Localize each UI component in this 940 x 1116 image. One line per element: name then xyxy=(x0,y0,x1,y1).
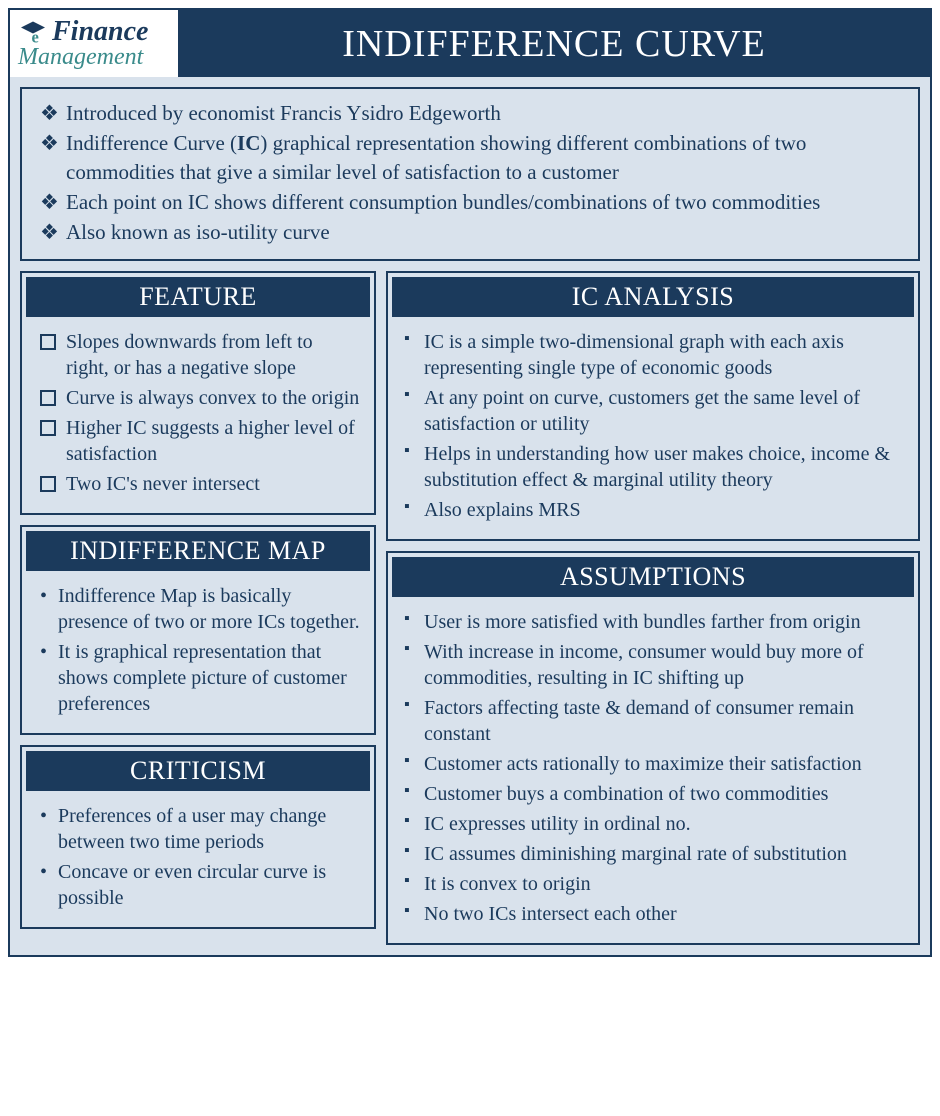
list-item: User is more satisfied with bundles fart… xyxy=(402,609,904,635)
list-item: Factors affecting taste & demand of cons… xyxy=(402,695,904,747)
list-item: Curve is always convex to the origin xyxy=(36,385,360,411)
list-item: IC assumes diminishing marginal rate of … xyxy=(402,841,904,867)
list-item: Preferences of a user may change between… xyxy=(36,803,360,855)
list-item: Customer buys a combination of two commo… xyxy=(402,781,904,807)
list-item: With increase in income, consumer would … xyxy=(402,639,904,691)
list-item: No two ICs intersect each other xyxy=(402,901,904,927)
intro-panel: Introduced by economist Francis Ysidro E… xyxy=(20,87,920,261)
right-column: IC ANALYSIS IC is a simple two-dimension… xyxy=(386,271,920,945)
list-item: Higher IC suggests a higher level of sat… xyxy=(36,415,360,467)
indifference-map-section: INDIFFERENCE MAP Indifference Map is bas… xyxy=(20,525,376,735)
ic-analysis-body: IC is a simple two-dimensional graph wit… xyxy=(388,321,918,539)
feature-header: FEATURE xyxy=(26,277,370,317)
intro-item: Also known as iso-utility curve xyxy=(40,218,900,246)
assumptions-header: ASSUMPTIONS xyxy=(392,557,914,597)
feature-body: Slopes downwards from left to right, or … xyxy=(22,321,374,513)
logo-text-management: Management xyxy=(18,44,170,71)
list-item: It is convex to origin xyxy=(402,871,904,897)
assumptions-section: ASSUMPTIONS User is more satisfied with … xyxy=(386,551,920,945)
list-item: IC expresses utility in ordinal no. xyxy=(402,811,904,837)
criticism-body: Preferences of a user may change between… xyxy=(22,795,374,927)
page-title: INDIFFERENCE CURVE xyxy=(178,10,930,77)
list-item: Customer acts rationally to maximize the… xyxy=(402,751,904,777)
intro-item: Each point on IC shows different consump… xyxy=(40,188,900,216)
criticism-header: CRITICISM xyxy=(26,751,370,791)
indifference-map-body: Indifference Map is basically presence o… xyxy=(22,575,374,733)
header-row: e Finance Management INDIFFERENCE CURVE xyxy=(10,10,930,77)
list-item: Two IC's never intersect xyxy=(36,471,360,497)
list-item: IC is a simple two-dimensional graph wit… xyxy=(402,329,904,381)
infographic-wrapper: e Finance Management INDIFFERENCE CURVE … xyxy=(8,8,932,957)
list-item: Also explains MRS xyxy=(402,497,904,523)
indifference-map-header: INDIFFERENCE MAP xyxy=(26,531,370,571)
list-item: Slopes downwards from left to right, or … xyxy=(36,329,360,381)
left-column: FEATURE Slopes downwards from left to ri… xyxy=(20,271,376,945)
list-item: Indifference Map is basically presence o… xyxy=(36,583,360,635)
intro-item: Indifference Curve (IC) graphical repres… xyxy=(40,129,900,186)
intro-list: Introduced by economist Francis Ysidro E… xyxy=(40,99,900,247)
ic-analysis-header: IC ANALYSIS xyxy=(392,277,914,317)
list-item: Concave or even circular curve is possib… xyxy=(36,859,360,911)
assumptions-body: User is more satisfied with bundles fart… xyxy=(388,601,918,943)
graduation-e-icon: e xyxy=(18,17,48,47)
intro-item: Introduced by economist Francis Ysidro E… xyxy=(40,99,900,127)
criticism-section: CRITICISM Preferences of a user may chan… xyxy=(20,745,376,929)
feature-section: FEATURE Slopes downwards from left to ri… xyxy=(20,271,376,515)
sections-grid: FEATURE Slopes downwards from left to ri… xyxy=(10,271,930,955)
logo-box: e Finance Management xyxy=(10,10,178,77)
list-item: At any point on curve, customers get the… xyxy=(402,385,904,437)
list-item: It is graphical representation that show… xyxy=(36,639,360,717)
ic-analysis-section: IC ANALYSIS IC is a simple two-dimension… xyxy=(386,271,920,541)
list-item: Helps in understanding how user makes ch… xyxy=(402,441,904,493)
